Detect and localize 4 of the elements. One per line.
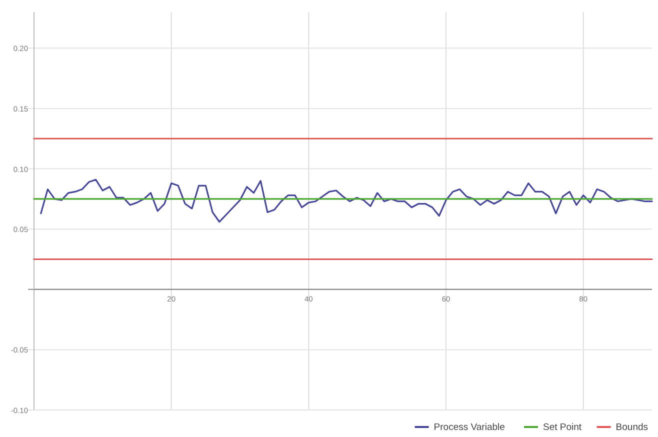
legend-label: Set Point xyxy=(543,422,582,433)
line-series xyxy=(40,178,653,223)
legend-label: Process Variable xyxy=(434,422,505,433)
legend-label: Bounds xyxy=(616,422,648,433)
